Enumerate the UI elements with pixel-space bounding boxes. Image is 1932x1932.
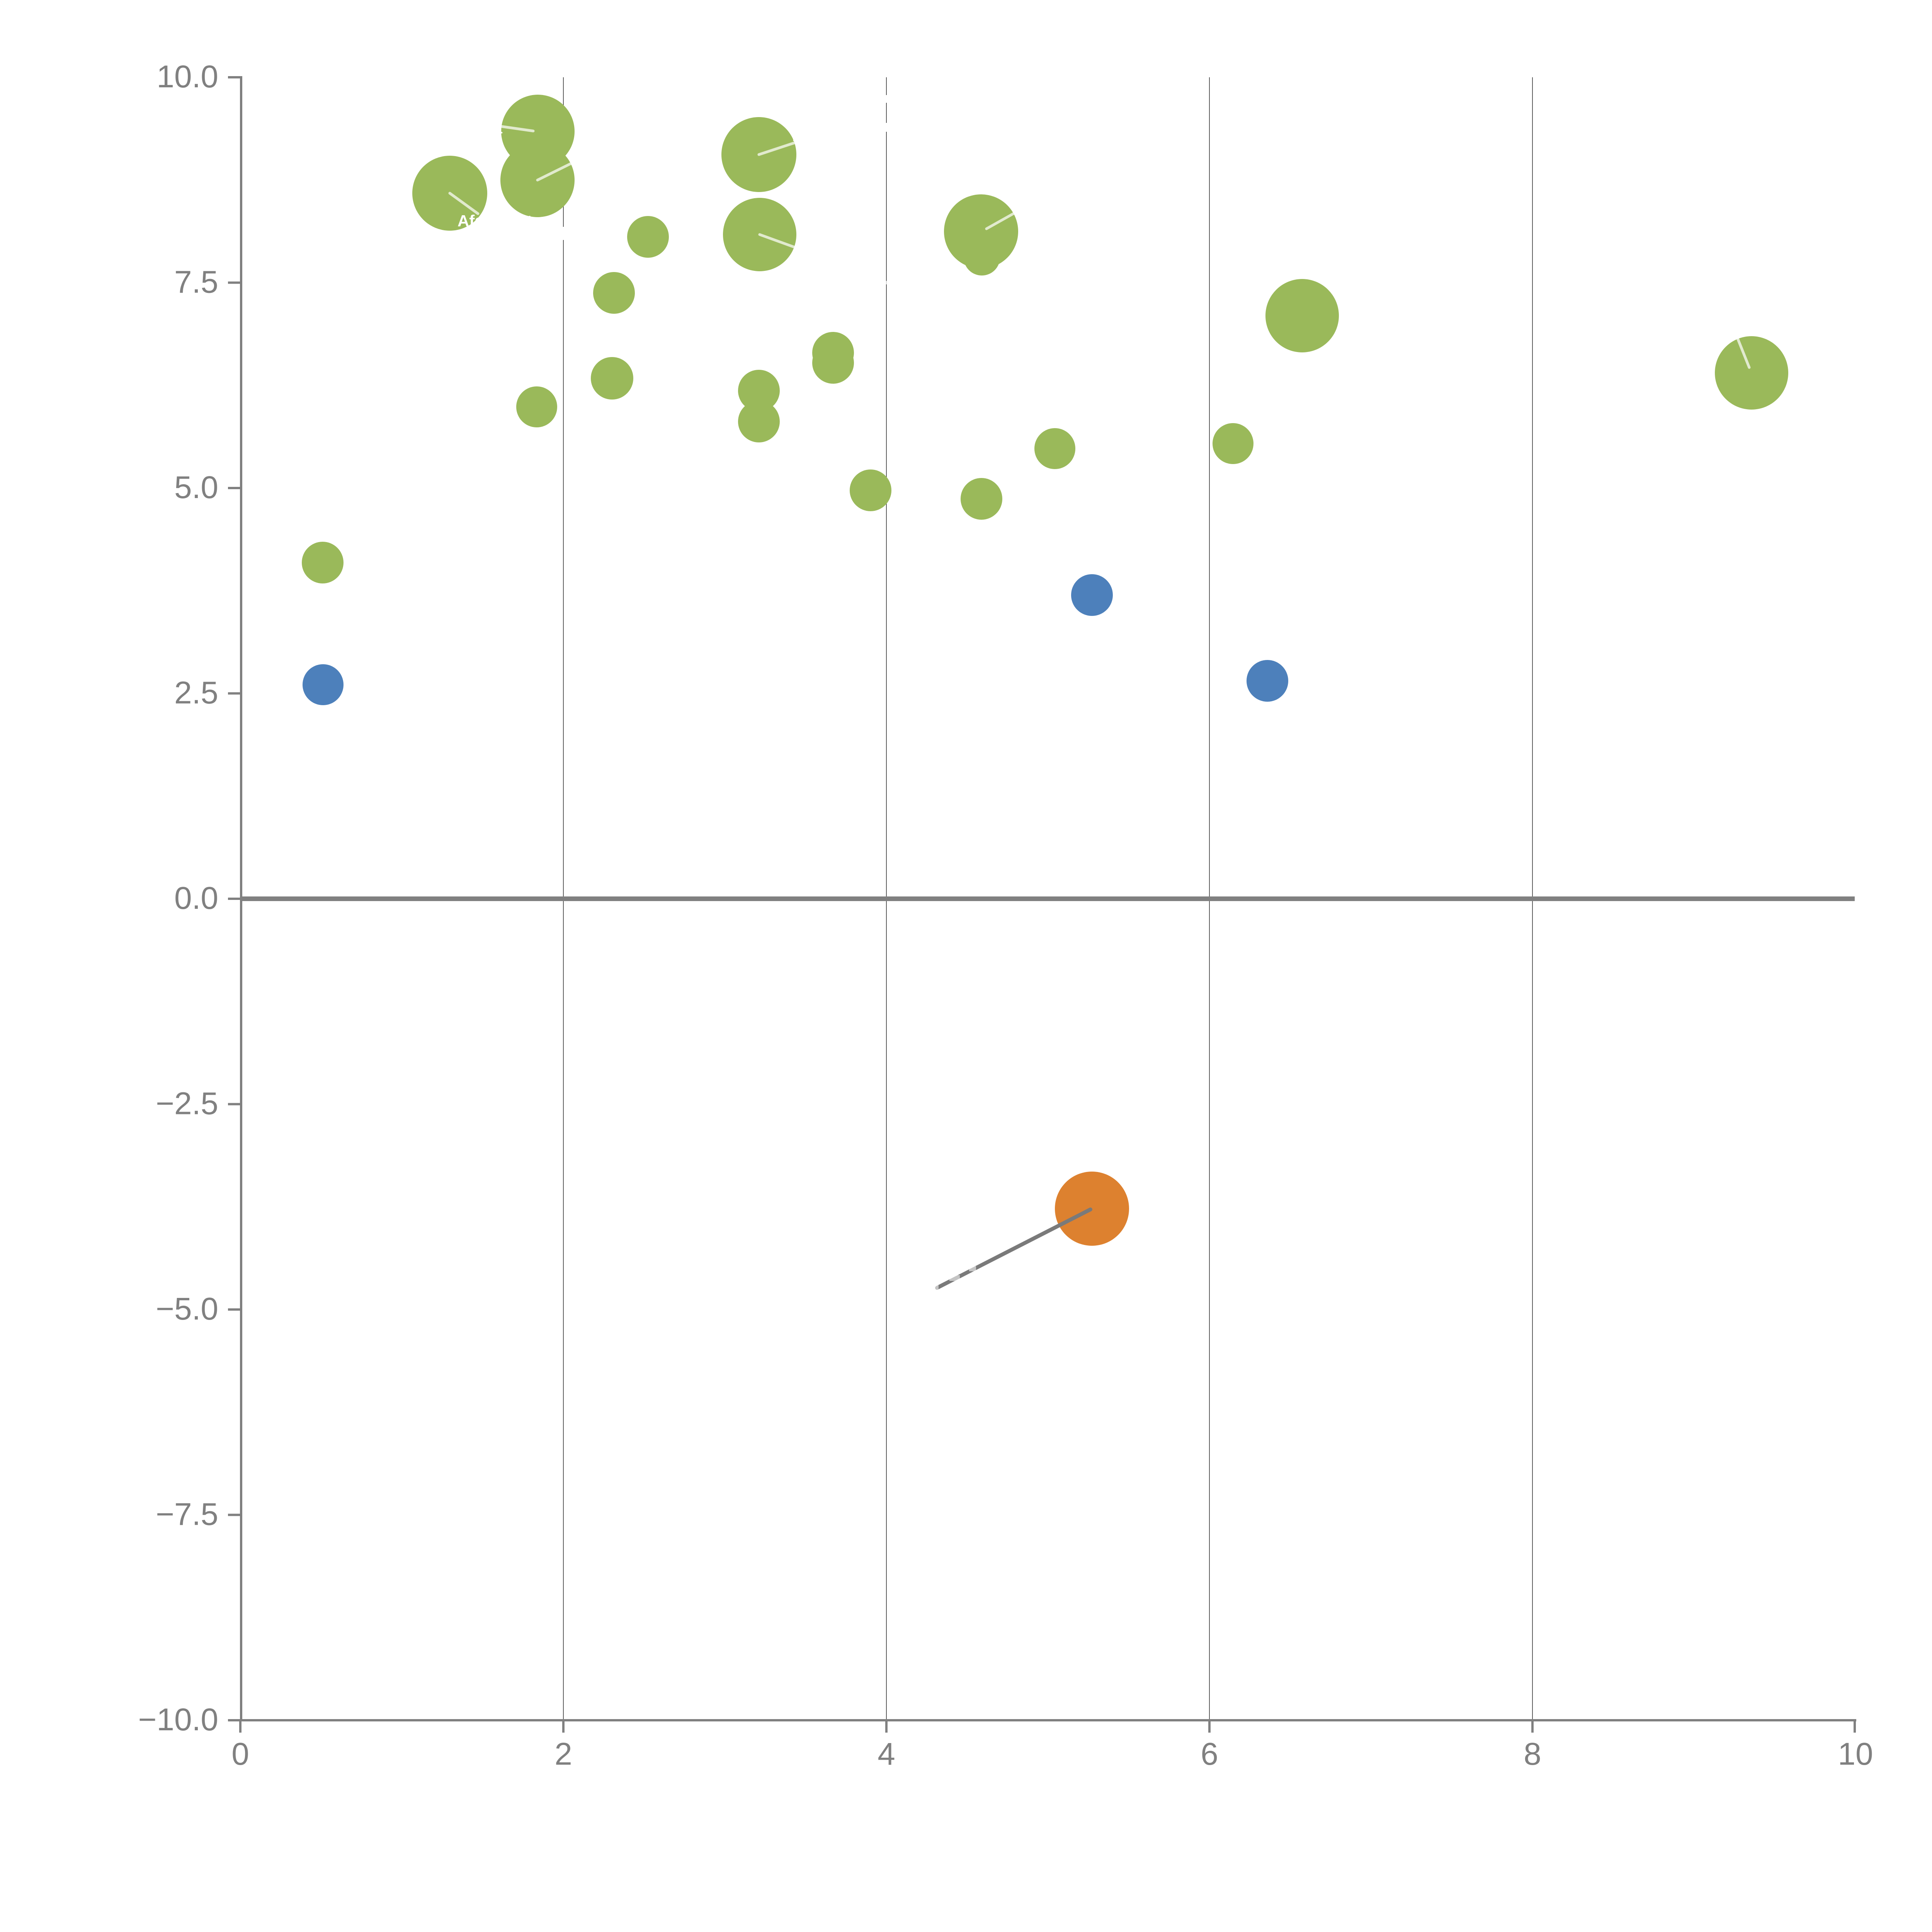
- svg-text:6: 6: [1201, 1736, 1218, 1772]
- svg-text:0.0: 0.0: [174, 881, 218, 916]
- svg-text:10.0: 10.0: [156, 59, 218, 94]
- svg-text:8: 8: [1524, 1736, 1541, 1772]
- svg-text:−7.5: −7.5: [156, 1497, 218, 1532]
- svg-text:0: 0: [231, 1736, 249, 1772]
- svg-text:4: 4: [878, 1736, 895, 1772]
- svg-text:Vietnam: Vietnam: [1704, 321, 1767, 339]
- svg-text:−2.5: −2.5: [156, 1086, 218, 1121]
- svg-text:2: 2: [554, 1736, 572, 1772]
- svg-text:−10.0: −10.0: [138, 1702, 218, 1737]
- svg-text:2.5: 2.5: [174, 675, 218, 711]
- svg-text:Afghanistan: Afghanistan: [457, 212, 551, 230]
- svg-text:5.0: 5.0: [174, 470, 218, 505]
- svg-text:Albania: Albania: [444, 119, 502, 137]
- svg-text:Denmark: Denmark: [1017, 202, 1087, 220]
- svg-text:Bolivia: Bolivia: [573, 154, 627, 172]
- svg-text:10: 10: [1838, 1736, 1873, 1772]
- svg-text:−5.0: −5.0: [156, 1291, 218, 1327]
- svg-text:Kazakhstan: Kazakhstan: [792, 126, 882, 145]
- svg-text:Cambodia: Cambodia: [797, 238, 876, 257]
- svg-text:7.5: 7.5: [174, 265, 218, 300]
